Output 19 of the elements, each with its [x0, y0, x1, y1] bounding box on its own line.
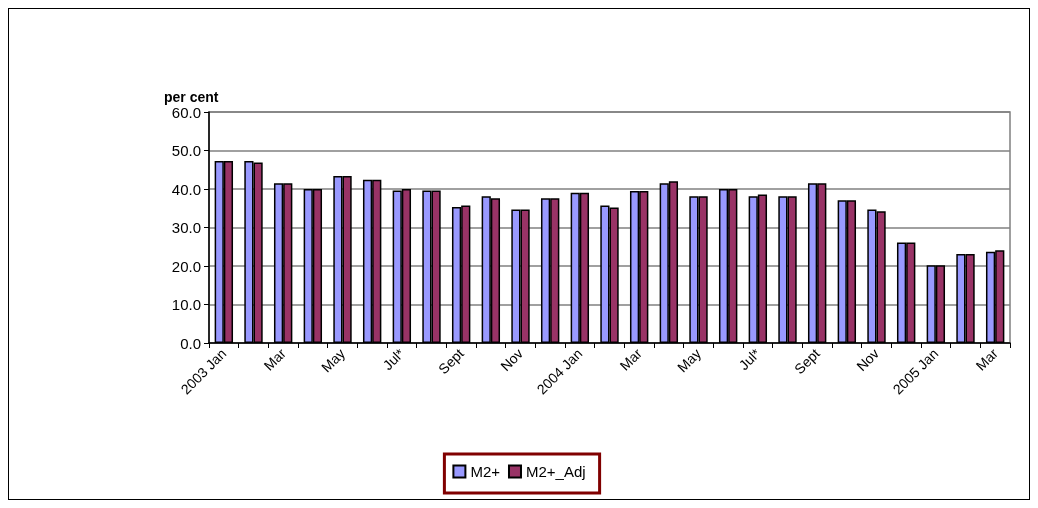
x-tick-label: May	[318, 345, 349, 376]
y-tick-label: 60.0	[171, 103, 201, 121]
x-tick-label: Nov	[853, 345, 883, 375]
y-tick-label: 50.0	[171, 142, 201, 159]
y-tick-label: 0.0	[180, 334, 201, 352]
x-tick-label: Jul*	[379, 344, 408, 374]
x-tick-label: Mar	[616, 345, 646, 374]
x-tick-label: Jul*	[735, 344, 764, 374]
x-tick-label: Mar	[972, 345, 1002, 374]
y-tick-label: 10.0	[171, 296, 201, 313]
x-tick-label: May	[674, 345, 705, 376]
legend-label: M2+	[470, 463, 501, 480]
x-tick-label: Mar	[260, 345, 290, 374]
y-tick-label: 40.0	[171, 180, 201, 198]
legend-label: M2+_Adj	[525, 463, 586, 480]
y-tick-label: 30.0	[171, 219, 201, 236]
y-axis-title: per cent	[164, 89, 219, 105]
x-tick-label: Nov	[497, 345, 527, 375]
y-tick-label: 20.0	[171, 257, 201, 275]
